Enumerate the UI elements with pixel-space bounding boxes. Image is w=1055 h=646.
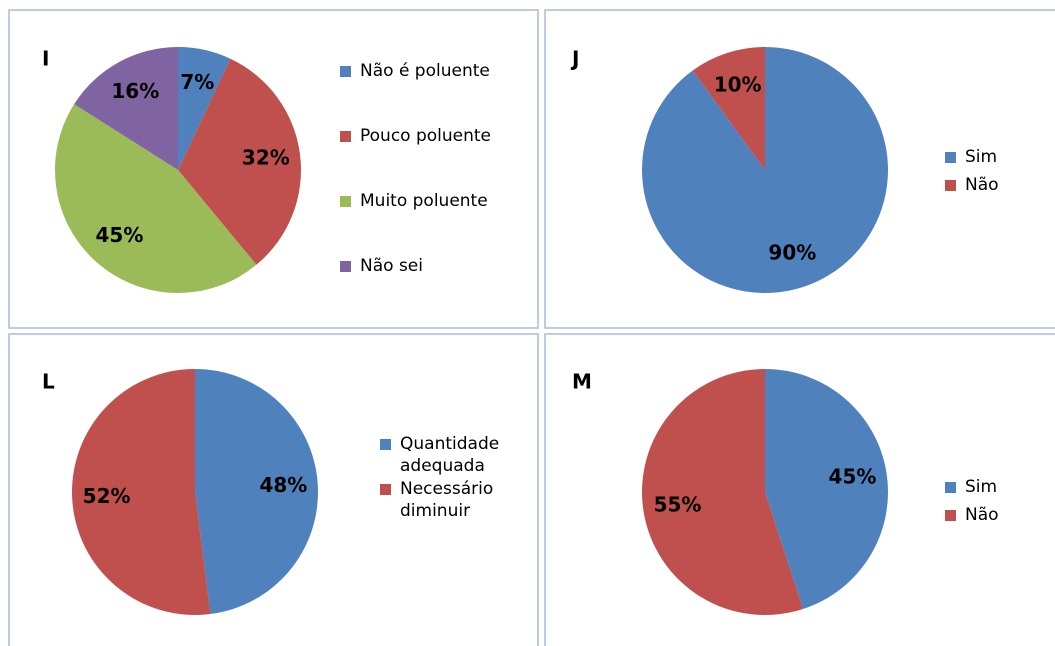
legend-swatch: [380, 484, 391, 495]
pie-slice: [765, 369, 888, 609]
legend-swatch: [340, 66, 351, 77]
legend-label: Muito poluente: [360, 191, 488, 211]
legend-item: Quantidade adequada: [380, 433, 520, 477]
legend-label: Não sei: [360, 256, 423, 276]
legend-swatch: [945, 510, 956, 521]
legend-item: Não: [945, 504, 1035, 526]
legend-label: Sim: [965, 147, 998, 167]
pie-slice: [642, 369, 804, 616]
legend-swatch: [380, 439, 391, 450]
legend-label: Sim: [965, 477, 998, 497]
legend: Sim Não: [945, 146, 1035, 196]
pie-slice: [71, 369, 211, 615]
legend-item: Não: [945, 174, 1035, 196]
legend-label: Não é poluente: [360, 61, 490, 81]
legend: Não é poluente Pouco poluente Muito poluen…: [340, 60, 530, 277]
data-label: 45%: [95, 223, 143, 247]
chart-title: L: [42, 370, 55, 394]
data-label: 16%: [111, 79, 159, 103]
data-label: 45%: [829, 465, 877, 489]
panel: [544, 333, 1055, 646]
data-label: 55%: [654, 492, 702, 516]
legend-item: Sim: [945, 476, 1035, 498]
legend: Sim Não: [945, 476, 1035, 526]
legend-swatch: [945, 180, 956, 191]
pie-slice: [74, 47, 178, 170]
pie-slice: [178, 58, 301, 265]
legend-label: Pouco poluente: [360, 126, 492, 146]
pie-slice: [55, 104, 257, 293]
legend-item: Não sei: [340, 255, 530, 277]
data-label: 10%: [714, 72, 762, 96]
legend-swatch: [340, 131, 351, 142]
chart-title: M: [572, 370, 592, 394]
pie-slice: [195, 369, 318, 615]
legend-item: Pouco poluente: [340, 125, 530, 147]
data-label: 32%: [242, 145, 290, 169]
chart-title: J: [570, 47, 579, 71]
legend-label: Não: [965, 505, 999, 525]
legend-item: Necessário diminuir: [380, 478, 520, 522]
legend: Quantidade adequada Necessário diminuir: [380, 433, 520, 522]
data-label: 48%: [259, 473, 307, 497]
legend-item: Muito poluente: [340, 190, 530, 212]
chart-title: I: [42, 47, 49, 71]
data-label: 7%: [180, 70, 214, 94]
legend-label: Necessário diminuir: [400, 479, 494, 521]
legend-label: Não: [965, 175, 999, 195]
legend-swatch: [340, 196, 351, 207]
data-label: 90%: [768, 241, 816, 265]
pie-slice: [692, 47, 765, 170]
panel: [8, 9, 539, 329]
legend-item: Não é poluente: [340, 60, 530, 82]
legend-label: Quantidade adequada: [400, 434, 500, 476]
legend-swatch: [945, 482, 956, 493]
pie-slice: [178, 47, 231, 170]
legend-swatch: [945, 152, 956, 163]
legend-item: Sim: [945, 146, 1035, 168]
legend-swatch: [340, 261, 351, 272]
panel: [544, 9, 1055, 329]
data-label: 52%: [83, 484, 131, 508]
panel: [8, 333, 539, 646]
